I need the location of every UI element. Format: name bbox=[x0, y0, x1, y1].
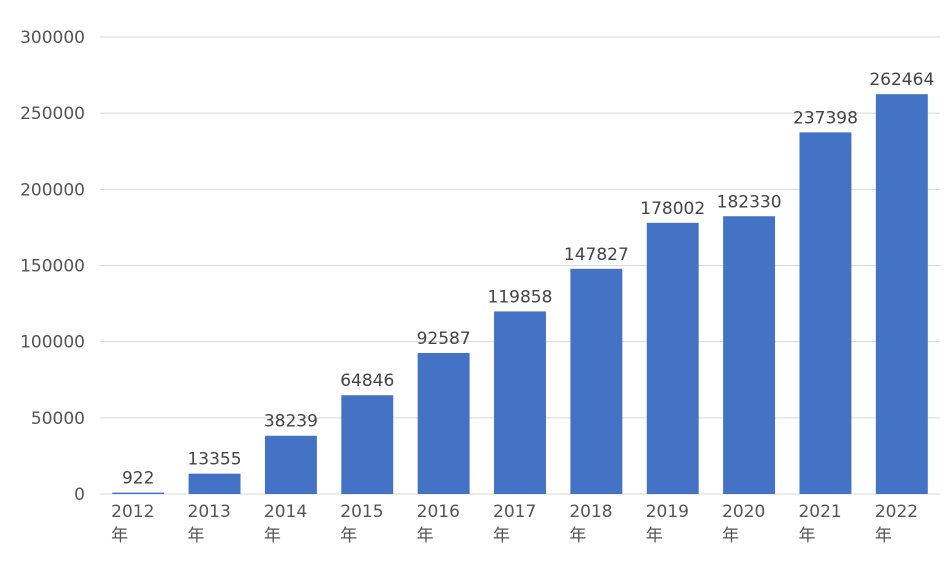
bar bbox=[188, 473, 241, 494]
x-tick-label: 2013年 bbox=[187, 502, 231, 546]
bar bbox=[799, 132, 852, 494]
x-tick-label: 2015年 bbox=[340, 502, 384, 546]
x-tick-label: 2020年 bbox=[722, 502, 766, 546]
y-tick-label: 100000 bbox=[20, 333, 85, 353]
value-label: 119858 bbox=[488, 287, 553, 307]
value-label: 13355 bbox=[187, 450, 241, 470]
y-tick-label: 150000 bbox=[20, 257, 85, 277]
bar bbox=[264, 435, 317, 494]
bar bbox=[646, 222, 699, 494]
bar bbox=[723, 216, 776, 494]
x-tick-label: 2021年 bbox=[798, 502, 842, 546]
bar bbox=[417, 352, 470, 494]
y-tick-label: 300000 bbox=[20, 28, 85, 48]
bar bbox=[494, 311, 546, 494]
y-tick-label: 50000 bbox=[31, 409, 85, 429]
value-label: 38239 bbox=[264, 412, 318, 432]
bar bbox=[570, 268, 623, 494]
y-tick-label: 250000 bbox=[20, 104, 85, 124]
value-label: 92587 bbox=[417, 329, 471, 349]
value-label: 262464 bbox=[869, 70, 934, 90]
y-tick-label: 0 bbox=[74, 485, 85, 505]
x-tick-label: 2018年 bbox=[569, 502, 613, 546]
bar bbox=[875, 94, 928, 494]
value-label: 922 bbox=[122, 469, 154, 489]
value-label: 237398 bbox=[793, 108, 858, 128]
value-label: 64846 bbox=[340, 371, 394, 391]
value-label: 182330 bbox=[717, 192, 782, 212]
x-tick-label: 2017年 bbox=[493, 502, 537, 546]
x-tick-label: 2019年 bbox=[645, 502, 689, 546]
x-tick-label: 2012年 bbox=[111, 502, 155, 546]
value-label: 178002 bbox=[640, 199, 705, 219]
y-tick-label: 200000 bbox=[20, 180, 85, 200]
x-tick-label: 2014年 bbox=[263, 502, 308, 546]
value-label: 147827 bbox=[564, 245, 629, 265]
bar bbox=[112, 492, 165, 494]
bar bbox=[341, 395, 394, 494]
x-tick-label: 2022年 bbox=[874, 502, 919, 546]
x-tick-label: 2016年 bbox=[416, 502, 460, 546]
